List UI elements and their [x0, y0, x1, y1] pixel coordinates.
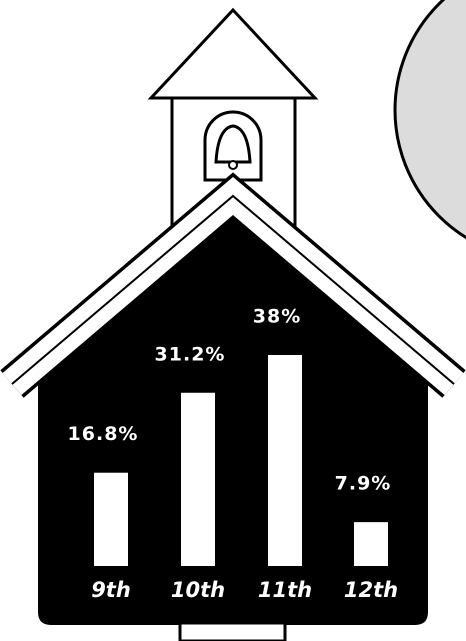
bar — [181, 392, 215, 566]
category-label: 12th — [344, 578, 398, 602]
value-label: 16.8% — [68, 423, 139, 445]
bar — [268, 355, 302, 566]
bell-clapper — [228, 160, 238, 170]
speech-circle — [393, 0, 466, 240]
school-body — [38, 208, 428, 625]
value-label: 38% — [253, 306, 301, 328]
tower-roof — [147, 7, 319, 100]
bell — [214, 124, 252, 164]
category-label: 9th — [91, 578, 131, 602]
value-label: 31.2% — [155, 343, 226, 365]
step — [178, 621, 287, 641]
category-label: 11th — [258, 578, 312, 602]
value-label: 7.9% — [335, 473, 392, 495]
bar — [354, 522, 388, 566]
category-label: 10th — [171, 578, 225, 602]
roof-line — [11, 194, 455, 385]
bar — [94, 472, 128, 566]
